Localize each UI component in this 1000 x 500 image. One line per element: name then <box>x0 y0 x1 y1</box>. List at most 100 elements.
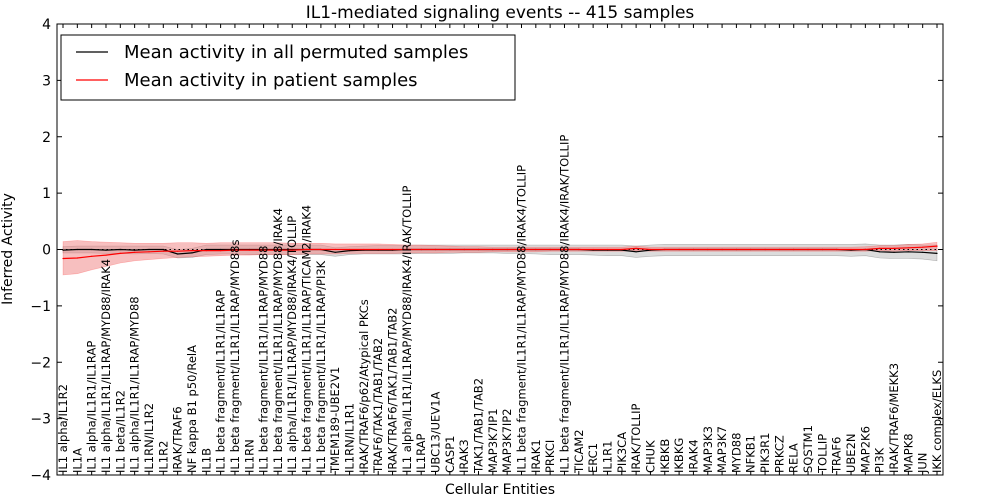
x-tick-label: TAK1/TAB1/TAB2 <box>472 378 486 474</box>
patient-point-11 <box>220 250 222 252</box>
patient-point-30 <box>492 248 494 251</box>
x-tick-label: PRKCZ <box>772 435 786 473</box>
x-tick-label: MAP3K7IP2 <box>500 408 514 473</box>
x-tick-label: NFKB1 <box>744 435 758 473</box>
series-lines <box>57 245 943 260</box>
y-tick-label: 2 <box>42 130 51 146</box>
x-tick-label: TRAF6/TAK1/TAB1/TAB2 <box>371 338 385 474</box>
y-tick-label: −4 <box>30 468 51 484</box>
x-tick-label: IL1 beta fragment/IL1R1/IL1RAP/MYD88/IRA… <box>515 165 529 473</box>
y-axis-label: Inferred Activity <box>0 193 16 305</box>
patient-point-5 <box>134 251 136 253</box>
permuted-point-2 <box>91 248 93 251</box>
patient-point-32 <box>520 248 523 251</box>
patient-point-17 <box>306 248 308 251</box>
x-tick-label: IL1 alpha/IL1R1/IL1RAP <box>85 341 99 473</box>
permuted-point-58 <box>893 251 895 253</box>
patient-point-40 <box>635 247 637 249</box>
axes: −4 −3 −2 −1 0 1 2 3 4 <box>30 17 944 484</box>
permuted-point-0 <box>62 249 64 251</box>
x-tick-label: MAPK8 <box>901 433 915 473</box>
legend-label-patient: Mean activity in patient samples <box>124 70 418 91</box>
patient-point-34 <box>549 248 551 251</box>
x-tick-label: CASP1 <box>443 436 457 473</box>
x-tick-label: TICAM2 <box>572 429 586 474</box>
x-tick-label: IL1 alpha/IL1R1/IL1RAP/MYD88/IRAK4/TOLLI… <box>285 216 299 473</box>
x-tick-label: MAP3K7 <box>715 426 729 473</box>
patient-point-59 <box>907 247 909 249</box>
x-tick-label: CHUK <box>643 440 657 473</box>
y-tick-label: 1 <box>42 186 51 202</box>
x-tick-label: IL1 beta fragment/IL1R1/IL1RAP/MYD88s <box>228 240 242 473</box>
x-tick-label: IL1 alpha/IL1R1/IL1RAP/MYD88/IRAK4 <box>99 259 113 473</box>
x-tick-label: PIK3CA <box>615 432 629 473</box>
patient-point-9 <box>191 250 193 252</box>
x-tick-label: IKK complex/ELKS <box>930 370 944 473</box>
patient-point-2 <box>91 255 93 257</box>
patient-point-7 <box>162 250 164 252</box>
patient-point-6 <box>148 251 150 253</box>
x-tick-label: IL1 beta fragment/IL1R1/IL1RAP/MYD88 <box>257 246 271 473</box>
patient-point-18 <box>320 248 322 251</box>
legend: Mean activity in all permuted samples Me… <box>60 34 516 101</box>
y-tick-label: 4 <box>42 17 51 33</box>
patient-point-61 <box>936 245 938 247</box>
x-tick-label: TRAF6 <box>830 437 844 474</box>
x-tick-label: MYD88 <box>729 433 743 473</box>
patient-point-37 <box>592 248 594 251</box>
x-tick-labels: IL1 alpha/IL1R2 IL1A IL1 alpha/IL1R1/IL1RA… <box>56 135 944 474</box>
x-tick-label: IL1R1 <box>601 441 615 473</box>
x-tick-label: IKBKG <box>672 438 686 473</box>
patient-point-41 <box>649 248 652 251</box>
x-tick-label: MAP3K3 <box>701 426 715 473</box>
x-tick-label: IL1A <box>70 448 84 473</box>
x-tick-label: IL1 alpha/IL1R2 <box>56 384 70 473</box>
chart-title: IL1-mediated signaling events -- 415 sam… <box>306 3 695 23</box>
patient-point-52 <box>807 248 809 251</box>
patient-point-56 <box>864 248 867 251</box>
permuted-point-4 <box>119 248 121 251</box>
permuted-point-61 <box>936 252 938 254</box>
patient-point-0 <box>62 257 64 260</box>
patient-point-38 <box>606 248 609 251</box>
x-axis-label: Cellular Entities <box>445 482 555 498</box>
patient-point-12 <box>234 249 236 251</box>
x-tick-label: IL1RAP <box>414 433 428 473</box>
patient-point-13 <box>248 249 250 251</box>
patient-point-43 <box>678 248 680 251</box>
patient-point-15 <box>277 249 279 251</box>
confidence-bands <box>62 240 938 276</box>
x-tick-label: IL1 beta fragment/IL1R1/IL1RAP/TICAM2/IR… <box>300 205 314 473</box>
x-tick-label: ERC1 <box>586 443 600 473</box>
x-tick-label: UBE2N <box>844 434 858 474</box>
permuted-point-10 <box>205 248 207 251</box>
x-tick-label: IRAK/TRAF6/TAK1/TAB1/TAB2 <box>386 308 400 473</box>
patient-point-36 <box>578 248 580 251</box>
permuted-point-5 <box>134 249 136 251</box>
x-tick-label: IL1 beta fragment/IL1R1/IL1RAP <box>214 290 228 473</box>
patient-point-1 <box>76 257 78 259</box>
patient-point-60 <box>922 246 924 248</box>
patient-point-31 <box>506 248 508 251</box>
permuted-point-60 <box>922 251 924 253</box>
y-tick-label: −3 <box>30 412 51 428</box>
patient-point-8 <box>177 250 179 252</box>
legend-label-permuted: Mean activity in all permuted samples <box>124 42 468 63</box>
x-tick-label: TMEM189-UBE2V1 <box>328 367 342 474</box>
patient-point-14 <box>263 249 265 251</box>
x-tick-label: JUN <box>916 453 930 474</box>
x-tick-label: IRAK3 <box>457 439 471 473</box>
permuted-point-19 <box>334 251 336 253</box>
x-tick-label: IRAK/TRAF6/MEKK3 <box>887 363 901 473</box>
patient-point-57 <box>879 247 881 249</box>
x-tick-label: IRAK1 <box>529 439 543 473</box>
patient-point-19 <box>334 248 336 251</box>
permuted-point-11 <box>220 248 222 251</box>
patient-point-25 <box>420 248 422 251</box>
y-tick-label: −2 <box>30 355 51 371</box>
patient-point-23 <box>391 248 394 251</box>
patient-point-21 <box>363 248 365 251</box>
patient-point-45 <box>707 248 709 251</box>
x-tick-label: IL1 beta/IL1R2 <box>113 390 127 473</box>
